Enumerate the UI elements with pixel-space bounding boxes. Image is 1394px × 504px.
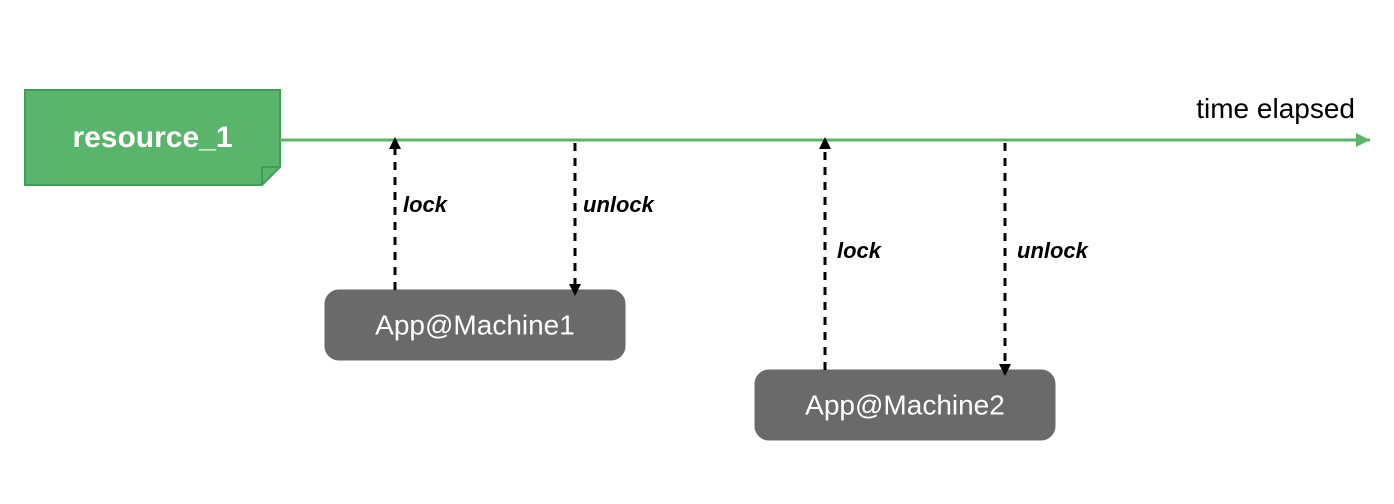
lock-label: lock [837,238,883,263]
lock-label: lock [403,192,449,217]
app-node-label: App@Machine1 [375,310,575,341]
lock-timeline-diagram: resource_1 time elapsed App@Machine1 App@Ma… [0,0,1394,504]
resource-label: resource_1 [72,121,232,154]
unlock-label: unlock [583,192,656,217]
app-node-label: App@Machine2 [805,390,1005,421]
unlock-label: unlock [1017,238,1090,263]
timeline-label: time elapsed [1196,93,1355,124]
